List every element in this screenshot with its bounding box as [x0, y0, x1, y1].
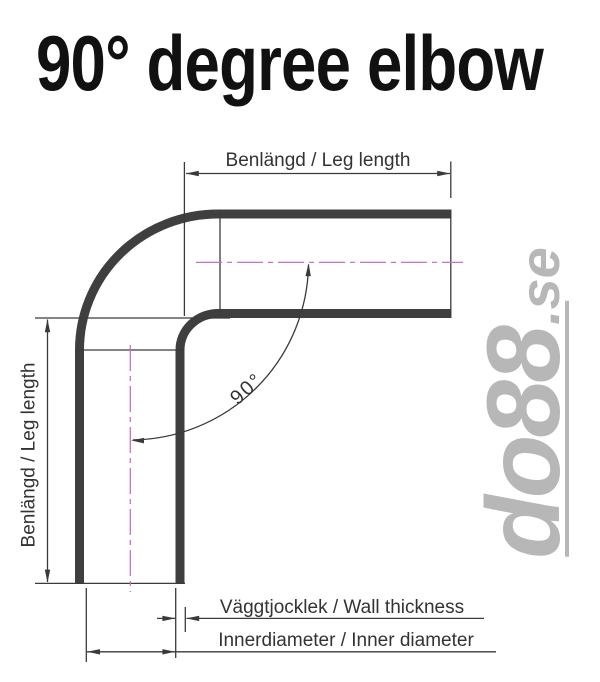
elbow-outline — [35, 209, 452, 585]
inner-diameter-label: Innerdiameter / Inner diameter — [218, 630, 474, 651]
outer-wall — [75, 209, 451, 583]
dim-left-leg-length — [35, 317, 230, 583]
wall-thickness-label: Väggtjocklek / Wall thickness — [219, 597, 465, 618]
angle-annotation — [130, 263, 312, 444]
watermark-underline — [565, 300, 569, 557]
dim-top-leg-length — [183, 161, 452, 316]
inner-wall — [175, 309, 451, 583]
page-title: 90° degree elbow — [36, 19, 544, 107]
left-leg-length-label: Benlängd / Leg length — [18, 362, 40, 548]
top-leg-length-label: Benlängd / Leg length — [225, 150, 411, 171]
watermark-tld-text: .se — [508, 247, 571, 326]
watermark-main-text: do88 — [466, 328, 582, 559]
dim-wall-thickness — [157, 607, 484, 632]
dim-inner-diameter — [85, 588, 496, 662]
centerlines — [129, 261, 463, 592]
do88-watermark: do88 .se — [466, 247, 582, 559]
